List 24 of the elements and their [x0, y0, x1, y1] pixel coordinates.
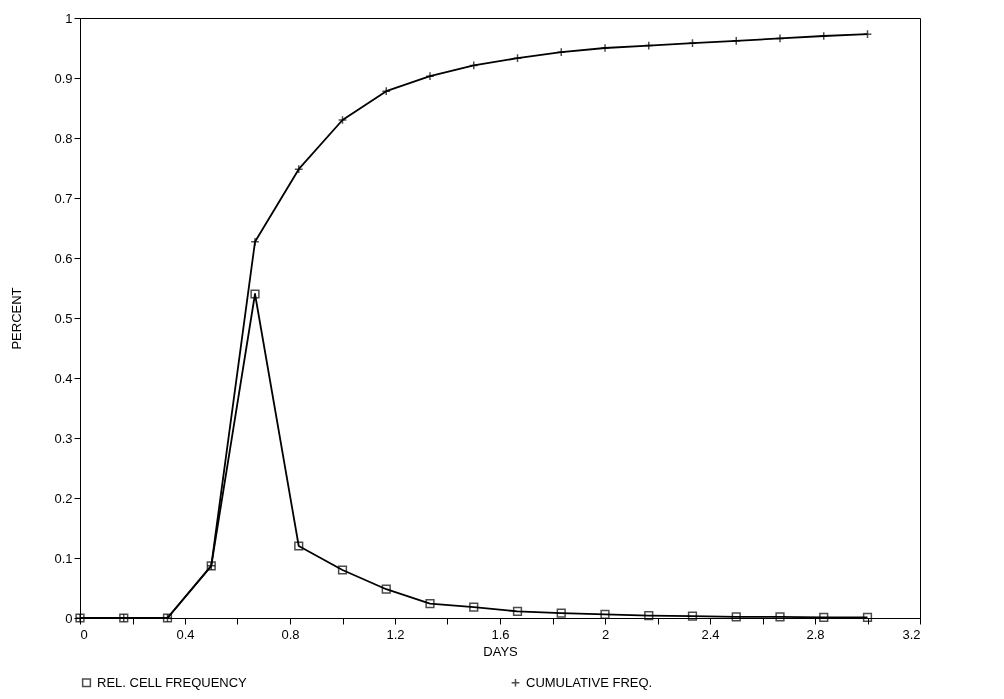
x-tick-label: 2	[601, 626, 610, 642]
legend-label: CUMULATIVE FREQ.	[526, 674, 653, 690]
x-tick-label: 0.4	[176, 626, 195, 642]
x-tick-label: 3.2	[902, 626, 921, 642]
x-tick-label: 2.8	[806, 626, 825, 642]
x-tick-label: 1.2	[386, 626, 405, 642]
y-tick-label: 1	[65, 10, 73, 26]
x-tick-label: 2.4	[701, 626, 720, 642]
y-tick-label: 0.2	[54, 490, 73, 506]
x-tick-label: 1.6	[491, 626, 510, 642]
y-tick-label: 0.8	[54, 130, 73, 146]
y-tick-label: 0	[65, 610, 73, 626]
y-tick-label: 0.7	[54, 190, 73, 206]
y-tick-label: 0.6	[54, 250, 73, 266]
x-tick-label: 0.8	[281, 626, 300, 642]
legend-label: REL. CELL FREQUENCY	[97, 674, 248, 690]
y-tick-label: 0.1	[54, 550, 73, 566]
y-tick-label: 0.5	[54, 310, 73, 326]
y-tick-label: 0.9	[54, 70, 73, 86]
x-axis-title: DAYS	[483, 643, 519, 659]
x-tick-label: 0	[80, 626, 88, 642]
y-tick-label: 0.3	[54, 430, 73, 446]
y-tick-label: 0.4	[54, 370, 73, 386]
y-axis-title: PERCENT	[9, 287, 25, 350]
